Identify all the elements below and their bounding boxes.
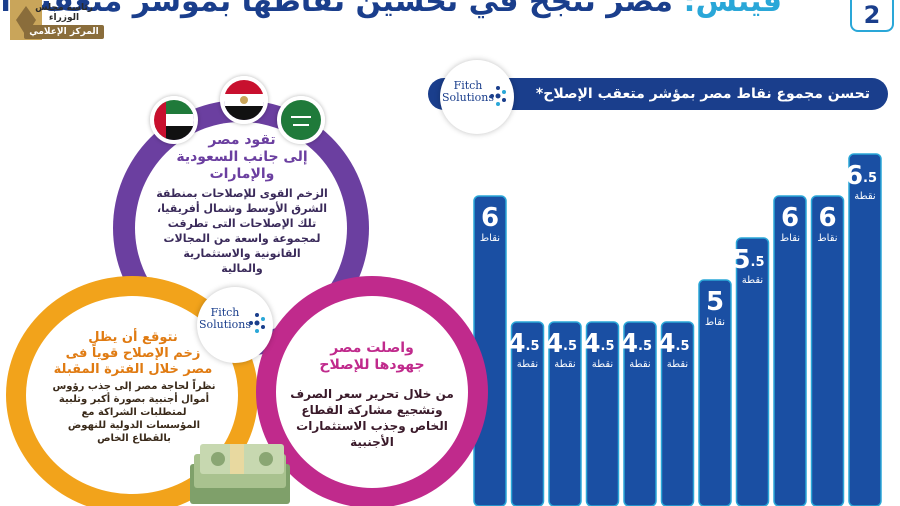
bar-value-label: 6 bbox=[481, 203, 499, 233]
cabinet-seal-logo: رئاسة مجلس الوزراء المركز الإعلامي bbox=[6, 0, 106, 48]
pink-heading: واصلت مصر جهودها للإصلاح bbox=[285, 340, 459, 374]
orange-heading-line: مصر خلال الفترة المقبلة bbox=[53, 362, 213, 377]
pink-body-line: وتشجيع مشاركة القطاع bbox=[301, 403, 443, 417]
pink-circle bbox=[256, 276, 488, 506]
bar-value-label: 6 bbox=[818, 203, 836, 233]
bar-rect bbox=[623, 321, 657, 506]
bar-rect bbox=[585, 321, 620, 506]
bar-rect bbox=[510, 321, 545, 506]
bar-unit-label: نقطة bbox=[854, 191, 875, 202]
purple-body-line: الزخم القوى للإصلاحات بمنطقة bbox=[156, 187, 328, 200]
headline-keyword: فيتش: bbox=[683, 0, 782, 19]
bar-unit-label: نقطة bbox=[742, 275, 763, 286]
pink-body-line: الخاص وجذب الاستثمارات bbox=[296, 419, 448, 433]
pink-body-line: الأجنبية bbox=[350, 435, 394, 449]
purple-body-line: والمالية bbox=[221, 262, 263, 275]
money-stack-icon bbox=[190, 444, 290, 504]
header: فيتش: مصر تنجح في تحسين نقاطها بمؤشر متع… bbox=[0, 0, 900, 32]
bar-value-label: 5 bbox=[706, 287, 724, 317]
purple-heading: تقود مصر إلى جانب السعودية والإمارات bbox=[150, 132, 334, 183]
purple-heading-line: تقود مصر bbox=[208, 132, 276, 148]
bar-rect bbox=[735, 237, 770, 506]
bar-unit-label: نقاط bbox=[817, 233, 837, 244]
bar-unit-label: نقطة bbox=[629, 359, 650, 370]
orange-heading-line: نتوقع أن يظل bbox=[88, 330, 178, 345]
pink-heading-line: جهودها للإصلاح bbox=[319, 357, 425, 373]
bar-unit-label: نقطة bbox=[517, 359, 538, 370]
bar-rect bbox=[698, 279, 732, 506]
seal-line1: رئاسة مجلس الوزراء bbox=[35, 3, 93, 23]
bar-value-label: 6 bbox=[781, 203, 799, 233]
purple-body-line: لمجموعة واسعة من المجالات bbox=[163, 232, 321, 245]
orange-body-line: لمتطلبات الشراكة مع bbox=[81, 407, 187, 418]
fitch-logo-word1: Fitch bbox=[453, 79, 483, 92]
orange-heading-line: زخم الإصلاح قوياً فى bbox=[65, 346, 201, 361]
bar-unit-label: نقطة bbox=[554, 359, 575, 370]
bar-value-label: 5.5 bbox=[732, 245, 764, 275]
pink-circle-inner bbox=[276, 296, 468, 488]
orange-body-line: أموال أجنبية بصورة أكبر وتلبية bbox=[58, 394, 210, 405]
bar-value-label: 4.5 bbox=[507, 329, 539, 359]
purple-heading-line: إلى جانب السعودية bbox=[176, 149, 308, 165]
bar-value-label: 4.5 bbox=[582, 329, 614, 359]
orange-body-line: نظراً لحاجة مصر إلى جذب رؤوس bbox=[52, 381, 216, 392]
pink-heading-line: واصلت مصر bbox=[330, 340, 414, 356]
fitch-solutions-logo-center: Fitch Solutions bbox=[197, 287, 273, 363]
fitch-logo-word2: Solutions bbox=[441, 91, 495, 104]
purple-body: الزخم القوى للإصلاحات بمنطقة الشرق الأوس… bbox=[140, 186, 344, 276]
bar-value-label: 4.5 bbox=[657, 329, 689, 359]
bar-value-label: 6.5 bbox=[845, 161, 877, 191]
headline-text: مصر تنجح في تحسين نقاطها بمؤشر متعقب الإ… bbox=[0, 0, 673, 19]
fitch-logo-word1: Fitch bbox=[210, 306, 240, 319]
saudi-flag-icon bbox=[277, 96, 325, 144]
orange-body: نظراً لحاجة مصر إلى جذب رؤوس أموال أجنبي… bbox=[36, 380, 232, 445]
bar-rect bbox=[848, 153, 882, 506]
purple-body-line: القانونية والاستثمارية bbox=[183, 247, 301, 260]
bar-unit-label: نقاط bbox=[780, 233, 800, 244]
bar-unit-label: نقطة bbox=[592, 359, 613, 370]
egypt-flag-icon bbox=[220, 76, 268, 124]
bar-rect bbox=[773, 195, 807, 506]
orange-heading: نتوقع أن يظل زخم الإصلاح قوياً فى مصر خل… bbox=[38, 330, 228, 378]
pink-body: من خلال تحرير سعر الصرف وتشجيع مشاركة ال… bbox=[283, 386, 461, 450]
bar-value-label: 4.5 bbox=[620, 329, 652, 359]
headline: فيتش: مصر تنجح في تحسين نقاطها بمؤشر متع… bbox=[0, 0, 782, 19]
bar-rect bbox=[810, 195, 845, 506]
purple-body-line: الشرق الأوسط وشمال أفريقيا، bbox=[156, 202, 328, 215]
bar-unit-label: نقاط bbox=[480, 233, 500, 244]
orange-body-line: المؤسسات الدولية للنهوض bbox=[67, 420, 201, 431]
seal-line2: المركز الإعلامي bbox=[24, 25, 104, 39]
fitch-dots-icon bbox=[490, 86, 506, 106]
orange-body-line: بالقطاع الخاص bbox=[97, 433, 171, 444]
fitch-solutions-logo: Fitch Solutions bbox=[440, 60, 514, 134]
bar-rect bbox=[660, 321, 695, 506]
fitch-logo-word2: Solutions bbox=[198, 318, 252, 331]
page-number-badge: 2 bbox=[850, 0, 894, 32]
bar-unit-label: نقطة bbox=[667, 359, 688, 370]
purple-heading-line: والإمارات bbox=[209, 166, 275, 182]
bar-value-label: 4.5 bbox=[545, 329, 577, 359]
purple-body-line: تلك الإصلاحات التى تطرقت bbox=[167, 217, 317, 230]
fitch-dots-icon bbox=[249, 313, 265, 333]
pink-body-line: من خلال تحرير سعر الصرف bbox=[290, 387, 454, 401]
uae-flag-icon bbox=[150, 96, 198, 144]
bar-rect bbox=[548, 321, 582, 506]
bar-unit-label: نقاط bbox=[705, 317, 725, 328]
chart-title: تحسن مجموع نقاط مصر بمؤشر متعقب الإصلاح* bbox=[535, 86, 870, 102]
